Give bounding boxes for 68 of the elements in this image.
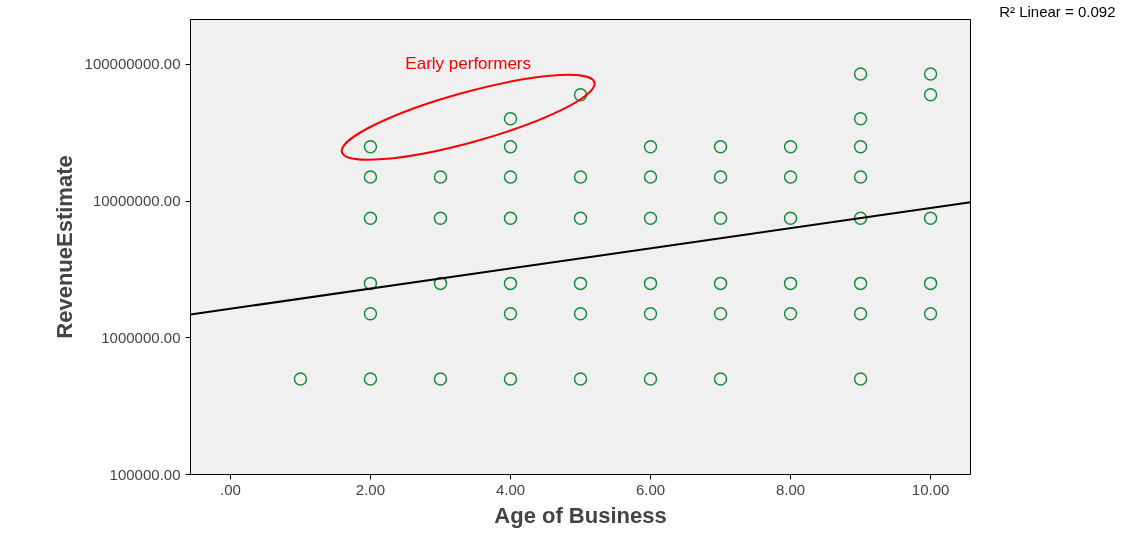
point [713, 306, 728, 321]
point [713, 372, 728, 386]
point [433, 276, 448, 291]
point [573, 372, 588, 386]
point [713, 170, 728, 184]
point [503, 306, 518, 321]
point [573, 211, 588, 225]
point [363, 372, 378, 386]
point [643, 276, 658, 291]
point [643, 211, 658, 225]
point [433, 372, 448, 386]
point [503, 211, 518, 225]
x-tick-label: 8.00 [775, 480, 806, 498]
point [293, 372, 308, 386]
point [433, 211, 448, 225]
point [643, 372, 658, 386]
point [573, 170, 588, 184]
point [853, 139, 868, 154]
point [853, 112, 868, 126]
point [363, 139, 378, 154]
point [503, 276, 518, 291]
y-tick-label: 100000.00 [109, 465, 181, 483]
point [713, 211, 728, 225]
point [503, 372, 518, 386]
point [503, 112, 518, 126]
point [363, 170, 378, 184]
point [713, 276, 728, 291]
x-tick-label: 2.00 [355, 480, 386, 498]
point [923, 276, 938, 291]
y-axis-title: RevenueEstimate [51, 155, 77, 339]
y-tick-label: 1000000.00 [101, 328, 181, 346]
point [713, 139, 728, 154]
point [783, 211, 798, 225]
point [643, 170, 658, 184]
point [853, 67, 868, 81]
point [783, 276, 798, 291]
point [853, 211, 868, 225]
point [363, 276, 378, 291]
point [573, 306, 588, 321]
point [853, 306, 868, 321]
point [783, 170, 798, 184]
x-tick-label: 6.00 [635, 480, 666, 498]
point [923, 306, 938, 321]
point [853, 276, 868, 291]
annotation: Early performers [405, 54, 531, 74]
x-tick-label: 10.00 [911, 480, 950, 498]
point [923, 211, 938, 225]
point [573, 276, 588, 291]
point [433, 170, 448, 184]
point [923, 67, 938, 81]
point [643, 306, 658, 321]
point [503, 139, 518, 154]
point [503, 170, 518, 184]
point [363, 306, 378, 321]
x-tick-label: .00 [219, 480, 241, 498]
point [853, 170, 868, 184]
point [643, 139, 658, 154]
y-tick-label: 100000000.00 [84, 55, 181, 73]
point [573, 87, 588, 102]
point [923, 87, 938, 102]
point [363, 211, 378, 225]
text: R² Linear = 0.092 [999, 2, 1116, 20]
point [783, 139, 798, 154]
x-tick-label: 4.00 [495, 480, 526, 498]
x-axis-title: Age of Business [494, 502, 667, 528]
point [783, 306, 798, 321]
y-tick-label: 10000000.00 [92, 192, 181, 210]
point [853, 372, 868, 386]
